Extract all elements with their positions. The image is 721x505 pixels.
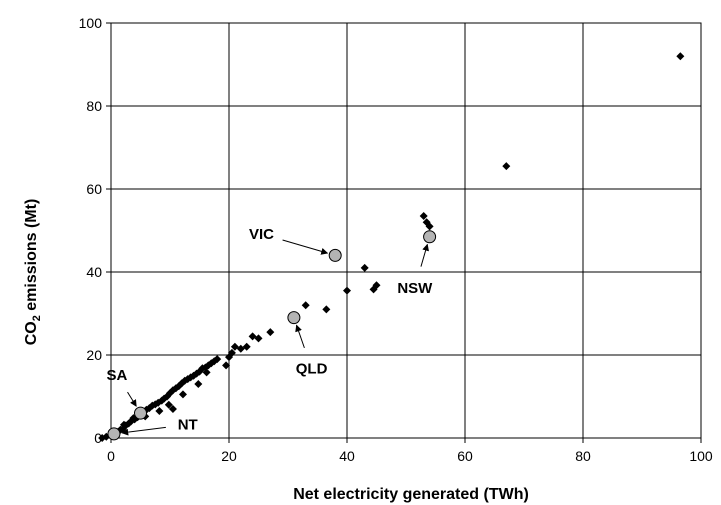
annotation-label: VIC <box>249 226 274 243</box>
data-point <box>419 211 428 220</box>
x-tick-label: 100 <box>689 448 713 464</box>
x-tick-label: 60 <box>457 448 473 464</box>
grid-lines <box>110 22 702 439</box>
data-point <box>372 281 381 290</box>
annotation-label: QLD <box>296 361 328 378</box>
data-point <box>360 263 369 272</box>
y-axis-title: CO2 emissions (Mt) <box>23 199 43 346</box>
y-tick-label: 40 <box>86 264 102 280</box>
data-point <box>322 305 331 314</box>
x-axis-title: Net electricity generated (TWh) <box>293 486 529 503</box>
annotation-label: NT <box>178 417 198 434</box>
data-point <box>676 52 685 61</box>
state-point <box>107 427 121 441</box>
y-axis-title-subscript: 2 <box>31 315 43 321</box>
x-axis-tick-labels: 0 20 40 60 80 100 <box>107 438 713 464</box>
data-point <box>301 301 310 310</box>
data-point <box>343 286 351 295</box>
data-point <box>502 162 511 171</box>
y-axis-title-rest: emissions (Mt) <box>23 199 40 315</box>
annotation-label: NSW <box>397 280 433 297</box>
state-annotations: VIC NSW QLD SA NT <box>106 226 433 436</box>
annotation-label: SA <box>106 367 127 384</box>
state-point <box>328 248 342 262</box>
data-point <box>178 390 187 399</box>
data-points <box>98 52 685 442</box>
state-point <box>134 406 147 420</box>
data-point <box>194 380 203 389</box>
data-point <box>425 222 434 231</box>
data-point <box>242 342 251 351</box>
annotation-arrow <box>127 391 137 407</box>
x-tick-label: 20 <box>221 448 237 464</box>
data-point <box>155 407 164 416</box>
annotation-arrow <box>420 243 429 267</box>
state-point <box>287 311 301 325</box>
x-tick-label: 40 <box>339 448 355 464</box>
x-tick-label: 0 <box>107 448 115 464</box>
y-tick-label: 100 <box>79 15 103 31</box>
data-point <box>222 361 231 370</box>
data-point <box>227 348 236 357</box>
data-point <box>202 368 211 377</box>
data-point <box>168 404 177 413</box>
y-tick-label: 20 <box>86 347 102 363</box>
annotation-arrow <box>282 239 329 255</box>
annotation-arrow <box>295 324 305 349</box>
data-point <box>213 355 222 364</box>
data-point <box>119 420 128 429</box>
y-tick-label: 80 <box>86 98 102 114</box>
annotation-arrow <box>121 426 166 436</box>
data-point <box>254 334 263 343</box>
y-tick-label: 60 <box>86 181 102 197</box>
data-point <box>266 328 275 337</box>
state-point <box>423 230 437 244</box>
y-axis-title-main: CO <box>23 321 40 345</box>
plot-area-border <box>110 22 702 439</box>
x-tick-label: 80 <box>575 448 591 464</box>
data-point <box>164 400 173 409</box>
